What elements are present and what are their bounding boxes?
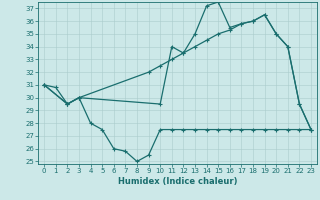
X-axis label: Humidex (Indice chaleur): Humidex (Indice chaleur): [118, 177, 237, 186]
